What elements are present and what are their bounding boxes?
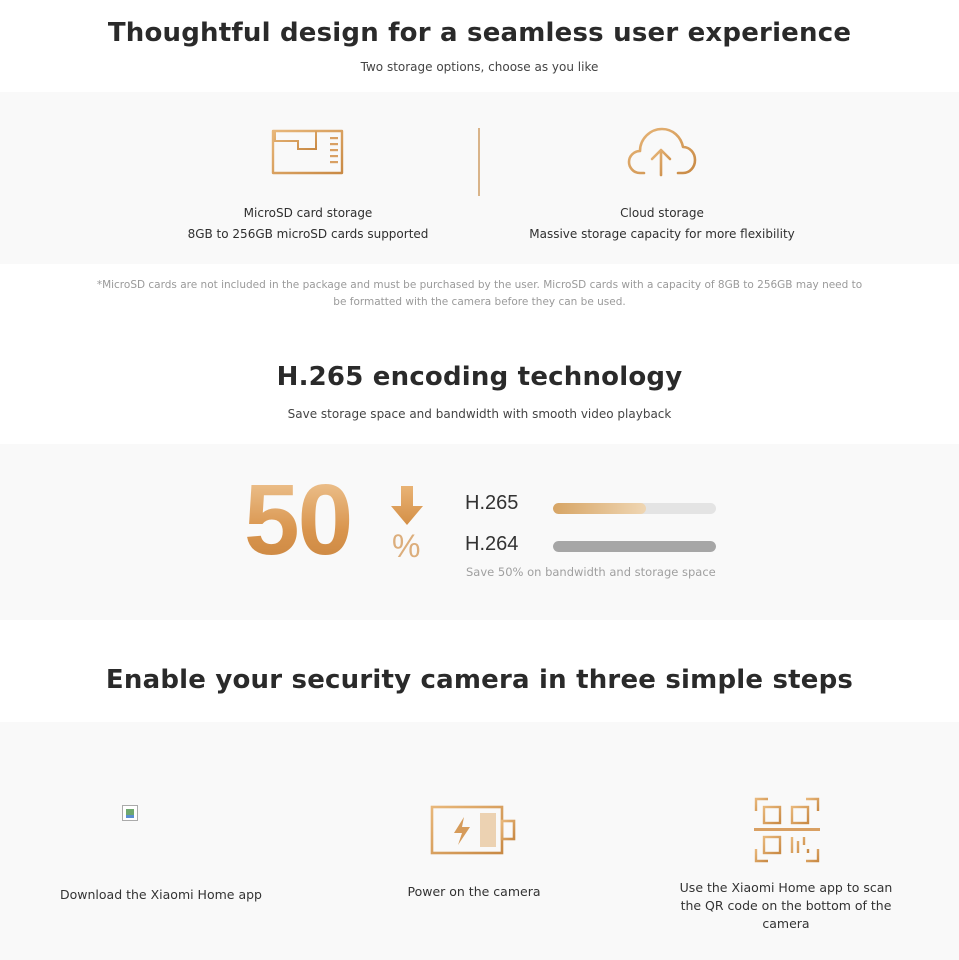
- step-download-app: Download the Xiaomi Home app: [60, 887, 262, 902]
- cloud-detail: Massive storage capacity for more flexib…: [529, 227, 795, 241]
- storage-divider: [478, 128, 480, 196]
- storage-section-title: Thoughtful design for a seamless user ex…: [107, 18, 852, 48]
- codec-label-h265: H.265: [465, 492, 519, 514]
- steps-section-title: Enable your security camera in three sim…: [105, 665, 854, 695]
- qr-code-scan-icon: [754, 797, 820, 867]
- storage-section-subtitle: Two storage options, choose as you like: [360, 60, 599, 74]
- percent-sign: %: [392, 528, 421, 564]
- step-scan-qr: Use the Xiaomi Home app to scan the QR c…: [679, 880, 893, 931]
- encoding-section-subtitle: Save storage space and bandwidth with sm…: [287, 407, 672, 421]
- cloud-label: Cloud storage: [620, 206, 704, 220]
- broken-image-icon: [122, 805, 138, 821]
- big-percentage-number: 50: [244, 464, 353, 576]
- microsd-detail: 8GB to 256GB microSD cards supported: [187, 227, 429, 241]
- bar-h264: [553, 541, 716, 552]
- battery-charging-icon: [430, 805, 518, 861]
- bar-h264-fill: [553, 541, 716, 552]
- encoding-band: [0, 444, 959, 620]
- cloud-upload-icon: [626, 123, 698, 185]
- step-power-on: Power on the camera: [407, 884, 541, 899]
- bar-h265: [553, 503, 716, 514]
- bar-h265-fill: [553, 503, 646, 514]
- microsd-label: MicroSD card storage: [243, 206, 373, 220]
- down-arrow-icon: [390, 486, 424, 530]
- encoding-section-title: H.265 encoding technology: [276, 362, 683, 392]
- codec-label-h264: H.264: [465, 533, 519, 555]
- bandwidth-savings-note: Save 50% on bandwidth and storage space: [466, 565, 716, 579]
- microsd-card-icon: [270, 127, 346, 183]
- microsd-footnote: *MicroSD cards are not included in the p…: [96, 279, 863, 308]
